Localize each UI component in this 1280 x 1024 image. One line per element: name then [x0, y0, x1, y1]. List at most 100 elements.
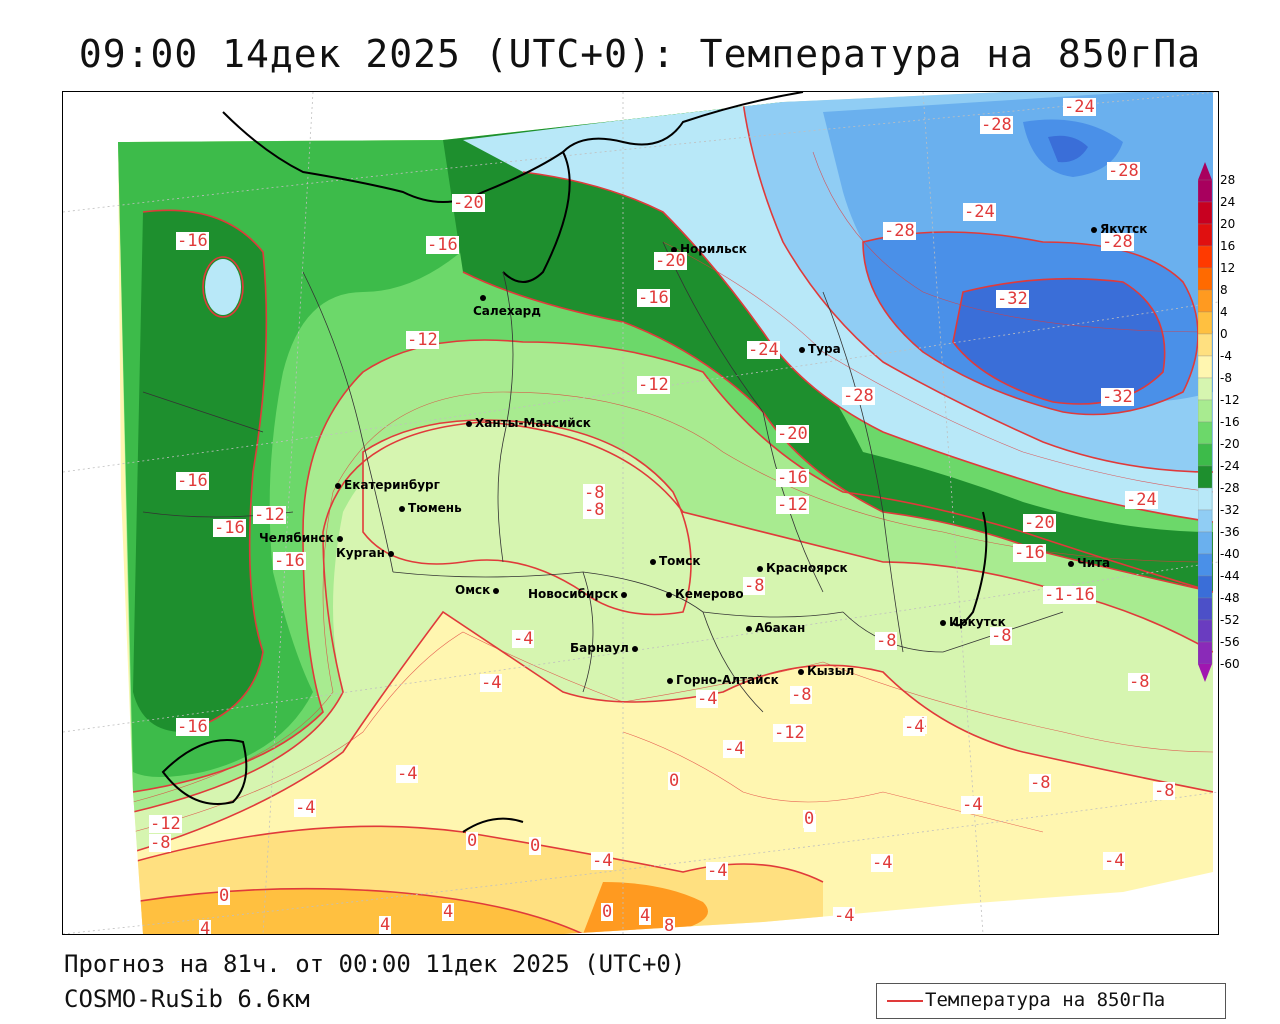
- colorbar-tick-label: 24: [1220, 195, 1236, 209]
- contour-label: 0: [803, 809, 816, 829]
- colorbar-tick-label: -8: [1220, 371, 1232, 385]
- contour-label: -16: [637, 288, 670, 308]
- contour-label: -8: [583, 500, 606, 520]
- city-yakutsk: Якутск: [1091, 223, 1147, 235]
- colorbar-swatch: [1198, 333, 1213, 357]
- colorbar-swatch: [1198, 267, 1213, 291]
- colorbar-swatch: [1198, 465, 1213, 489]
- colorbar-tick-label: -52: [1220, 613, 1240, 627]
- colorbar-swatch: [1198, 311, 1213, 335]
- city-tura: Тура: [799, 343, 841, 355]
- contour-label: -28: [842, 386, 875, 406]
- colorbar-tick-label: -32: [1220, 503, 1240, 517]
- contour-label: -8: [790, 685, 813, 705]
- contour-label: -8: [1153, 781, 1176, 801]
- contour-label: -12: [773, 723, 806, 743]
- colorbar-tick-label: 20: [1220, 217, 1236, 231]
- colorbar-tick-label: -40: [1220, 547, 1240, 561]
- contour-label: -12: [149, 814, 182, 834]
- page-title: 09:00 14дек 2025 (UTC+0): Температура на…: [78, 32, 1202, 76]
- colorbar-tick-label: -48: [1220, 591, 1240, 605]
- contour-label: -16: [176, 717, 209, 737]
- city-norilsk: Норильск: [671, 243, 747, 255]
- colorbar-swatch: [1198, 509, 1213, 533]
- colorbar-swatch: [1198, 487, 1213, 511]
- contour-label: -12: [637, 375, 670, 395]
- temperature-field: [63, 92, 1218, 934]
- city-barnaul: Барнаул: [570, 642, 641, 654]
- city-gorno-altaysk: Горно-Алтайск: [667, 674, 779, 686]
- colorbar-swatch: [1198, 443, 1213, 467]
- colorbar-swatch: [1198, 245, 1213, 269]
- city-krasnoyarsk: Красноярск: [757, 562, 848, 574]
- contour-label: -8: [875, 631, 898, 651]
- contour-label: -16: [213, 518, 246, 538]
- contour-label: -8: [583, 483, 606, 503]
- contour-label: 0: [601, 902, 614, 922]
- colorbar-tick-label: 12: [1220, 261, 1236, 275]
- contour-label: -4: [396, 764, 419, 784]
- city-tyumen: Тюмень: [399, 502, 462, 514]
- contour-label: -16: [1013, 543, 1046, 563]
- contour-label: -4: [706, 861, 729, 881]
- contour-label: -20: [776, 424, 809, 444]
- colorbar-tick-label: -28: [1220, 481, 1240, 495]
- colorbar: 28 24 20 16 12 8 4 0 -4 -8 -12 -16 -20 -24 -28 -32 -36 -4…: [1198, 160, 1278, 700]
- city-khanty-mansiysk: Ханты-Мансийск: [466, 417, 591, 429]
- colorbar-tick-label: -4: [1220, 349, 1232, 363]
- city-irkutsk: Иркутск: [940, 616, 1006, 628]
- colorbar-swatch: [1198, 421, 1213, 445]
- contour-label: -12: [406, 330, 439, 350]
- contour-label: -16: [776, 468, 809, 488]
- forecast-info: Прогноз на 81ч. от 00:00 11дек 2025 (UTC…: [64, 950, 686, 978]
- contour-label: -4: [871, 853, 894, 873]
- contour-label: -12: [776, 495, 809, 515]
- colorbar-tick-label: -44: [1220, 569, 1240, 583]
- colorbar-tick-label: 4: [1220, 305, 1228, 319]
- contour-label: -32: [996, 289, 1029, 309]
- city-salekhard-label: Салехард: [473, 304, 541, 318]
- contour-label: -8: [149, 833, 172, 853]
- colorbar-swatch: [1198, 355, 1213, 379]
- contour-label: -8: [743, 576, 766, 596]
- contour-label: 0: [218, 886, 231, 906]
- contour-label: -4: [903, 717, 926, 737]
- colorbar-bottom-arrow: [1198, 664, 1212, 682]
- contour-label: -16: [1063, 585, 1096, 605]
- contour-label: 8: [663, 916, 676, 935]
- colorbar-swatch: [1198, 399, 1213, 423]
- contour-label: -16: [273, 551, 306, 571]
- contour-label: -20: [654, 251, 687, 271]
- colorbar-swatch: [1198, 179, 1213, 203]
- contour-label: -28: [1101, 232, 1134, 252]
- colorbar-swatch: [1198, 575, 1213, 599]
- contour-label: -4: [480, 673, 503, 693]
- contour-label: -12: [253, 505, 286, 525]
- colorbar-tick-label: 28: [1220, 173, 1236, 187]
- colorbar-tick-label: -12: [1220, 393, 1240, 407]
- contour-label: -4: [961, 795, 984, 815]
- contour-label: -24: [963, 202, 996, 222]
- city-tomsk: Томск: [650, 555, 701, 567]
- contour-label: -4: [591, 851, 614, 871]
- colorbar-top-arrow: [1198, 162, 1212, 180]
- colorbar-swatch: [1198, 597, 1213, 621]
- contour-label: -24: [1125, 490, 1158, 510]
- contour-label: -32: [1101, 387, 1134, 407]
- colorbar-tick-label: 0: [1220, 327, 1228, 341]
- contour-label: -4: [1103, 851, 1126, 871]
- city-yekaterinburg: Екатеринбург: [335, 479, 440, 491]
- contour-label: -8: [1128, 672, 1151, 692]
- legend-line-swatch: [887, 1000, 923, 1002]
- map-area: Норильск Якутск Салехард Тура Ханты-Манс…: [62, 91, 1219, 935]
- contour-label: -16: [426, 235, 459, 255]
- contour-label: -4: [512, 629, 535, 649]
- contour-label: 0: [668, 771, 681, 791]
- colorbar-tick-label: -36: [1220, 525, 1240, 539]
- contour-label: 4: [639, 906, 652, 926]
- colorbar-tick-label: 16: [1220, 239, 1236, 253]
- contour-label: 4: [442, 902, 455, 922]
- contour-label: -8: [1029, 773, 1052, 793]
- colorbar-swatches: [1198, 162, 1213, 682]
- line-legend: Температура на 850гПа: [876, 983, 1226, 1019]
